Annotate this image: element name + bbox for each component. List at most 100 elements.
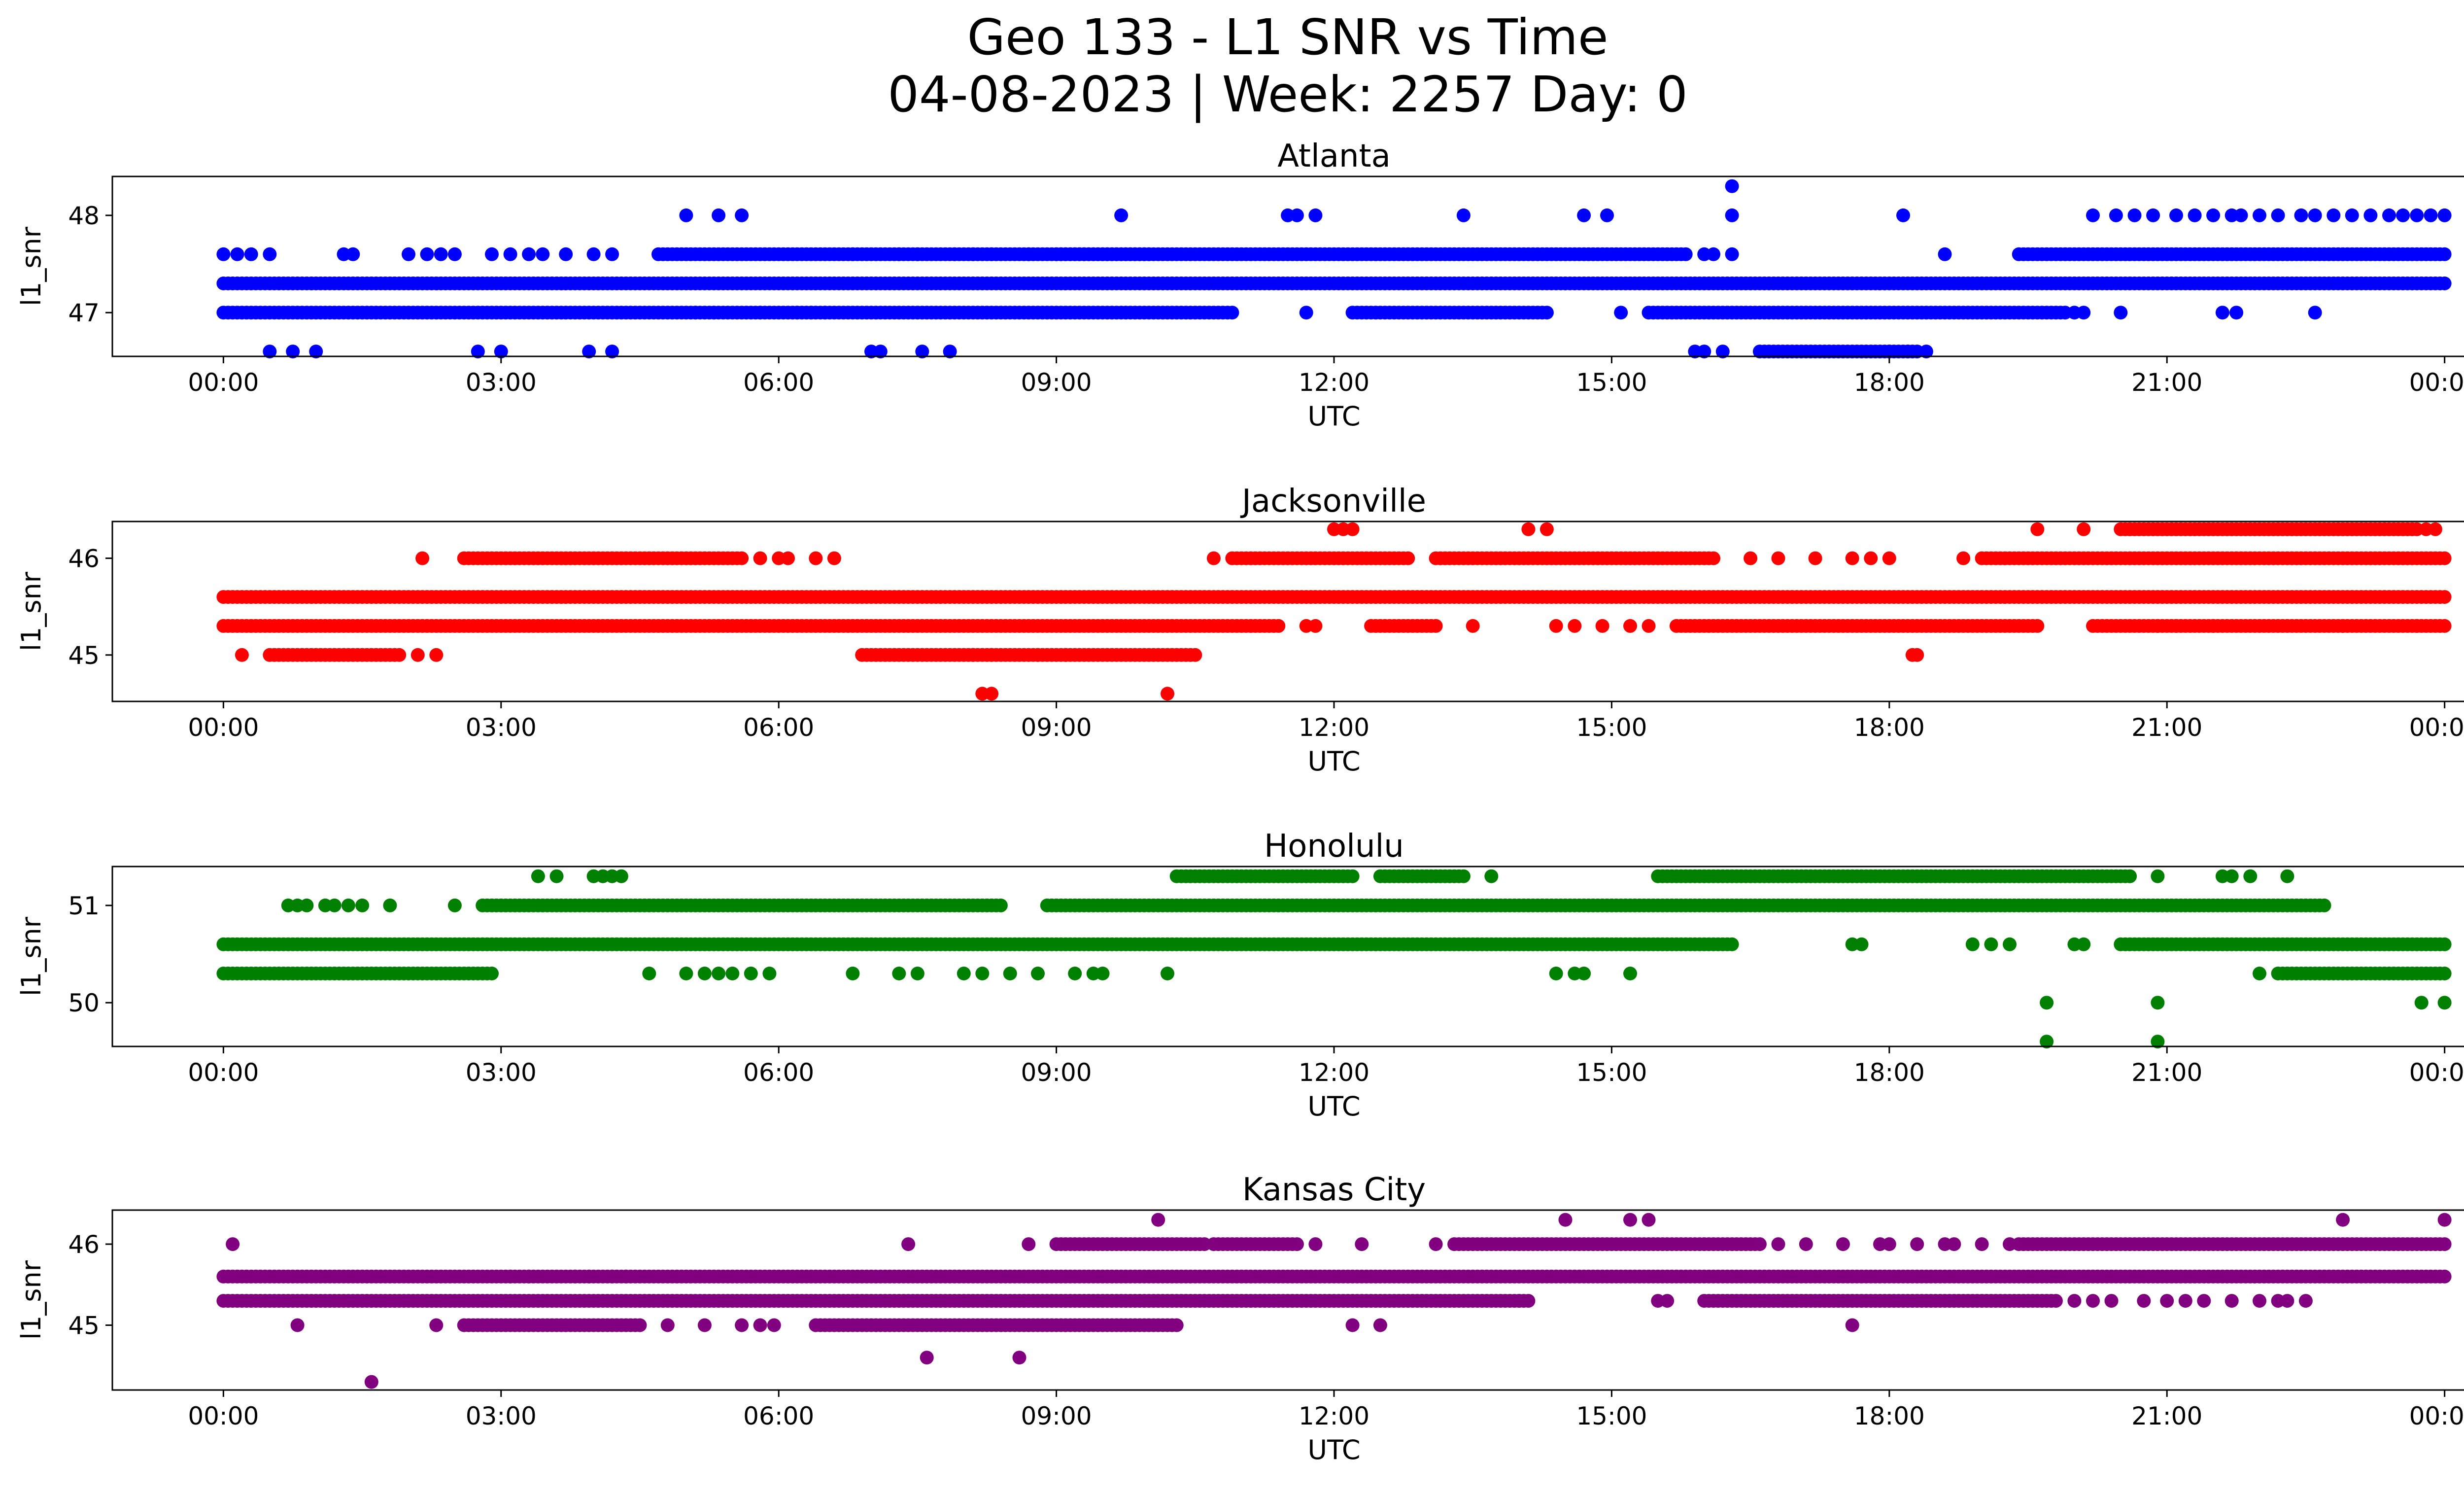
data-point (744, 967, 758, 980)
figure-title-line-1: Geo 133 - L1 SNR vs Time (967, 8, 1608, 66)
data-point (2253, 967, 2266, 980)
x-tick-label: 15:00 (1576, 713, 1647, 742)
data-point (985, 648, 999, 662)
data-point (892, 967, 906, 980)
x-tick-label: 12:00 (1299, 713, 1369, 742)
data-point (402, 247, 415, 261)
data-point (1771, 551, 1785, 565)
data-point (1429, 619, 1443, 633)
x-tick-label: 03:00 (466, 368, 537, 397)
x-tick-label: 18:00 (1854, 1058, 1925, 1087)
x-tick-label: 15:00 (1576, 368, 1647, 397)
data-point (2123, 869, 2137, 883)
y-axis-label: l1_snr (16, 571, 47, 651)
data-point (605, 247, 619, 261)
data-point (707, 306, 721, 320)
x-tick-label: 09:00 (1021, 1058, 1092, 1087)
data-point (2215, 306, 2229, 320)
x-tick-label: 06:00 (743, 1058, 814, 1087)
y-tick-label: 50 (68, 989, 100, 1017)
data-point (2040, 1035, 2054, 1049)
data-point (697, 967, 712, 980)
data-point (1299, 306, 1313, 320)
data-point (2040, 996, 2054, 1010)
x-tick-label: 00:00 (2409, 713, 2464, 742)
data-point (383, 898, 397, 912)
data-point (2151, 869, 2165, 883)
data-point (1752, 1237, 1767, 1252)
data-point (1965, 937, 1980, 951)
x-axis-label: UTC (1307, 1091, 1360, 1122)
data-point (1956, 551, 1971, 565)
x-tick-label: 03:00 (466, 1058, 537, 1087)
data-point (781, 551, 795, 565)
data-point (1003, 967, 1017, 980)
data-point (735, 208, 749, 222)
subplot-title: Jacksonville (1240, 483, 1426, 520)
data-point (263, 247, 277, 261)
y-axis-label: l1_snr (16, 916, 47, 996)
data-point (429, 648, 444, 662)
data-point (762, 967, 777, 980)
data-point (309, 345, 323, 359)
data-point (1595, 619, 1609, 633)
data-point (471, 345, 485, 359)
data-point (1901, 345, 1915, 359)
data-point (943, 345, 957, 359)
data-point (1707, 551, 1720, 565)
data-point (1549, 619, 1563, 633)
data-points (216, 1213, 2452, 1389)
data-point (2396, 208, 2410, 222)
data-point (2382, 208, 2396, 222)
data-point (2327, 208, 2341, 222)
data-point (1206, 551, 1221, 565)
data-point (2169, 208, 2183, 222)
data-point (2146, 208, 2160, 222)
data-point (531, 869, 545, 883)
data-point (2077, 937, 2091, 951)
data-point (633, 1318, 647, 1332)
data-point (2437, 1269, 2452, 1284)
figure-title: Geo 133 - L1 SNR vs Time 04-08-2023 | We… (0, 9, 2464, 123)
data-point (1466, 619, 1480, 633)
y-tick-label: 45 (68, 641, 100, 670)
data-point (549, 869, 564, 883)
data-point (1984, 937, 1998, 951)
axes-frame (111, 866, 2464, 1047)
data-point (522, 247, 536, 261)
x-tick-label: 09:00 (1021, 368, 1092, 397)
y-tick-label: 47 (68, 299, 100, 327)
x-tick-label: 12:00 (1299, 368, 1369, 397)
data-point (1345, 522, 1360, 536)
data-point (1225, 306, 1239, 320)
data-point (415, 551, 430, 565)
data-point (327, 898, 342, 912)
data-point (2271, 208, 2285, 222)
data-point (966, 648, 980, 662)
data-point (1540, 522, 1554, 536)
data-point (355, 898, 370, 912)
data-point (2437, 247, 2452, 261)
data-point (1600, 208, 1614, 222)
data-point (2151, 996, 2165, 1010)
data-point (1725, 937, 1739, 951)
data-point (2003, 937, 2017, 951)
data-point (985, 687, 999, 701)
data-point (2437, 551, 2452, 565)
y-tick-label: 48 (68, 202, 100, 230)
y-tick-label: 46 (68, 545, 100, 573)
data-point (1031, 967, 1045, 980)
axes-frame (111, 175, 2464, 357)
data-point (1456, 208, 1471, 222)
data-point (1568, 619, 1582, 633)
data-points (216, 522, 2452, 701)
data-point (2206, 208, 2221, 222)
data-point (948, 247, 961, 261)
data-point (975, 967, 990, 980)
data-point (2188, 208, 2202, 222)
data-point (1401, 551, 1415, 565)
